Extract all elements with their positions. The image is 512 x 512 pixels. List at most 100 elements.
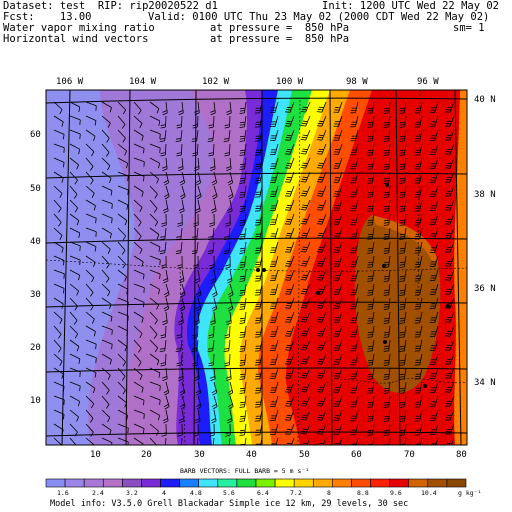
wind-barb	[333, 101, 343, 113]
wind-barb	[444, 255, 455, 267]
wind-barb	[133, 129, 144, 141]
wind-barb	[285, 381, 295, 393]
wind-barb	[225, 255, 231, 269]
wind-barb	[383, 269, 391, 282]
wind-barb	[300, 297, 311, 309]
wind-barb	[316, 157, 327, 169]
wind-barb	[285, 353, 295, 365]
wind-barb	[367, 437, 375, 445]
wind-barb	[117, 185, 129, 195]
colorbar-swatch	[351, 478, 371, 488]
wind-barb	[69, 157, 79, 170]
wind-barb	[133, 213, 142, 227]
wind-barb	[269, 283, 279, 295]
wind-barb	[414, 283, 423, 296]
wind-barb	[209, 255, 215, 269]
wind-barb	[350, 269, 359, 282]
wind-barb	[85, 143, 95, 157]
wind-barb	[350, 227, 359, 240]
wind-barb	[316, 269, 327, 281]
wind-barb	[285, 143, 295, 155]
wind-barb	[429, 115, 439, 127]
wind-barb	[163, 171, 170, 186]
colorbar-swatch	[274, 478, 295, 488]
wind-barb	[414, 325, 423, 338]
wind-barb	[269, 325, 279, 337]
wind-barb	[117, 339, 128, 352]
wind-barb	[333, 269, 343, 281]
wind-barb	[85, 269, 95, 283]
wind-barb	[333, 353, 343, 365]
wind-barb	[149, 353, 160, 366]
wind-barb	[316, 381, 327, 393]
wind-barb	[53, 297, 64, 309]
wind-barb	[53, 227, 63, 240]
wind-barb	[69, 115, 81, 125]
wind-barb	[160, 143, 167, 157]
wind-barb	[211, 395, 218, 410]
wind-barb	[414, 143, 423, 156]
wind-barb	[254, 115, 263, 128]
wind-barb	[254, 381, 263, 394]
wind-barb	[53, 353, 63, 366]
wind-barb	[316, 339, 327, 351]
wind-barb	[133, 143, 145, 154]
wind-barb	[350, 171, 359, 184]
wind-barb	[333, 367, 343, 379]
wind-barb	[414, 395, 423, 408]
wind-barb	[399, 395, 407, 408]
wind-barb	[195, 409, 201, 424]
wind-barb	[239, 311, 247, 324]
wind-barb	[383, 143, 391, 156]
wind-barb	[333, 339, 343, 351]
wind-barb	[399, 185, 407, 198]
wind-barb	[285, 367, 295, 379]
wind-barb	[444, 297, 455, 309]
colorbar-swatch	[389, 478, 410, 488]
wind-barb	[254, 367, 263, 380]
wind-barb	[414, 213, 423, 226]
wind-barb	[239, 409, 247, 422]
wind-barb	[176, 143, 183, 157]
wind-barb	[350, 115, 359, 128]
wind-barb	[209, 423, 215, 437]
wind-barb	[399, 143, 407, 156]
wind-barb	[224, 115, 231, 129]
wind-barb	[367, 227, 375, 240]
wind-barb	[367, 185, 375, 198]
wind-barb	[178, 311, 184, 326]
wind-barb	[300, 367, 311, 379]
wind-barb	[117, 381, 126, 395]
wind-barb	[254, 171, 263, 184]
wind-barb	[444, 367, 455, 379]
wind-barb	[85, 311, 95, 324]
wind-barb	[269, 381, 279, 393]
wind-barb	[285, 157, 295, 169]
wind-barb	[101, 171, 112, 184]
wind-barb	[211, 381, 218, 396]
wind-barb	[133, 283, 145, 293]
colorbar-swatch	[255, 478, 276, 488]
wind-barb	[285, 283, 295, 295]
wind-barb	[444, 283, 455, 295]
wind-barb	[239, 367, 247, 380]
wind-barb	[161, 157, 168, 172]
wind-barb	[317, 437, 327, 445]
wind-barb	[161, 423, 167, 437]
wind-barb	[191, 241, 199, 255]
wind-barb	[383, 101, 391, 114]
wind-barb	[53, 185, 63, 198]
wind-barb	[300, 241, 311, 253]
title-smoothing: sm= 1	[453, 22, 485, 34]
wind-barb	[69, 269, 81, 281]
wind-barb	[69, 213, 80, 226]
wind-barb	[226, 367, 232, 382]
wind-barb	[316, 297, 327, 309]
y-tick-30: 30	[30, 290, 41, 300]
wind-barb	[300, 185, 311, 197]
wind-barb	[429, 325, 439, 337]
wind-barb	[179, 381, 186, 396]
wind-barb	[53, 381, 65, 392]
wind-barb	[149, 115, 161, 126]
wind-barb	[269, 171, 279, 183]
